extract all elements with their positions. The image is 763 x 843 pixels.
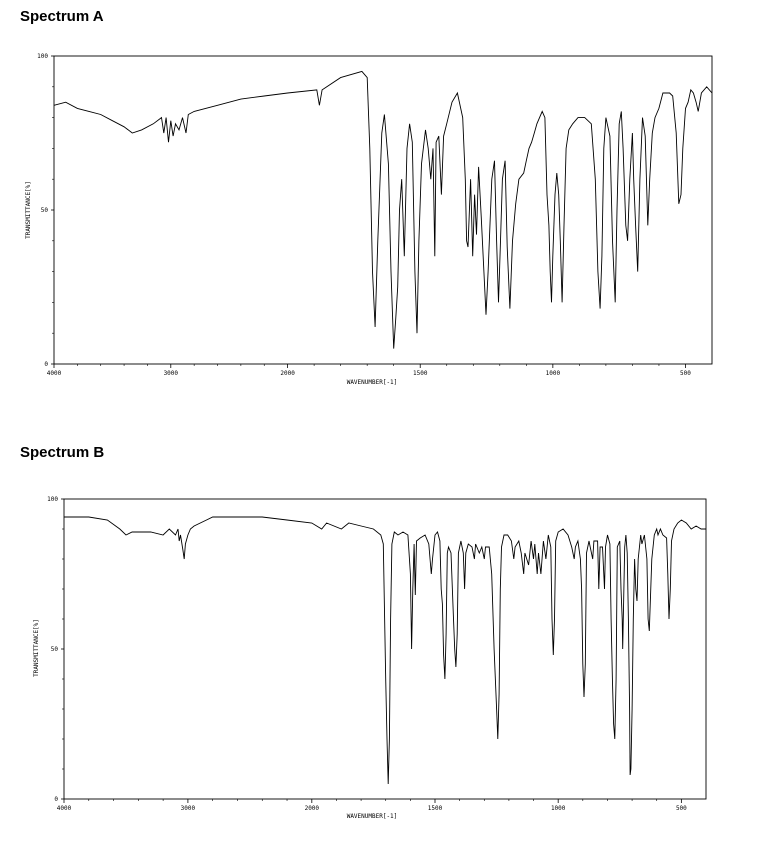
spectrum-a-x-axis-label: WAVENUMBER[-1] [347, 379, 398, 386]
spectrum-a-x-tick-label-3000: 3000 [164, 370, 179, 377]
spectrum-b-y-axis-label: TRANSMITTANCE[%] [33, 619, 40, 677]
spectrum-a-plot-border [53, 55, 713, 365]
spectrum-a-y-tick-label-100: 100 [37, 53, 48, 60]
spectrum-a-chart: 0 50 100 4000 3000 2000 1500 1000 500 WAVENUMBE… [25, 53, 713, 386]
spectrum-b-x-tick-label-2000: 2000 [305, 805, 320, 812]
spectrum-b-x-tick-label-1000: 1000 [551, 805, 566, 812]
spectrum-a-plot-frame [53, 55, 713, 365]
spectrum-a-y-axis-label: TRANSMITTANCE[%] [25, 181, 32, 239]
spectrum-a-y-tick-label-0: 0 [44, 361, 48, 368]
spectrum-a-title: Spectrum A [20, 8, 104, 25]
spectrum-a-x-ticks: 4000 3000 2000 1500 1000 500 [47, 364, 691, 377]
spectrum-a-x-tick-label-1500: 1500 [413, 370, 428, 377]
spectrum-b-chart: 0 50 100 4000 3000 2000 1500 1000 500 WAVENUMBE… [33, 496, 707, 820]
spectrum-b-x-tick-label-500: 500 [676, 805, 687, 812]
spectrum-b-x-tick-label-3000: 3000 [181, 805, 196, 812]
spectrum-b-x-axis-label: WAVENUMBER[-1] [347, 813, 398, 820]
spectrum-a-y-tick-label-50: 50 [41, 207, 49, 214]
spectrum-b-y-tick-label-100: 100 [47, 496, 58, 503]
spectrum-a-x-tick-label-2000: 2000 [280, 370, 295, 377]
spectrum-b-x-ticks: 4000 3000 2000 1500 1000 500 [57, 799, 687, 812]
spectrum-b-y-tick-label-50: 50 [51, 646, 59, 653]
spectrum-b-panel: Spectrum B 0 50 100 4000 3000 2000 1500 1000 50… [0, 440, 763, 843]
spectrum-b-x-tick-label-1500: 1500 [428, 805, 443, 812]
spectrum-a-x-tick-label-4000: 4000 [47, 370, 62, 377]
spectrum-a-panel: Spectrum A 0 50 100 4000 3000 2000 1500 1000 50… [0, 0, 763, 400]
spectrum-a-series-line [53, 70, 713, 349]
spectrum-b-x-tick-label-4000: 4000 [57, 805, 72, 812]
spectrum-a-y-ticks: 0 50 100 [37, 53, 54, 368]
spectrum-b-y-ticks: 0 50 100 [47, 496, 64, 803]
spectrum-b-y-tick-label-0: 0 [54, 796, 58, 803]
spectrum-a-x-tick-label-1000: 1000 [546, 370, 561, 377]
spectrum-a-x-tick-label-500: 500 [680, 370, 691, 377]
spectrum-b-title: Spectrum B [20, 444, 105, 461]
spectrum-b-series-line [64, 516, 706, 785]
